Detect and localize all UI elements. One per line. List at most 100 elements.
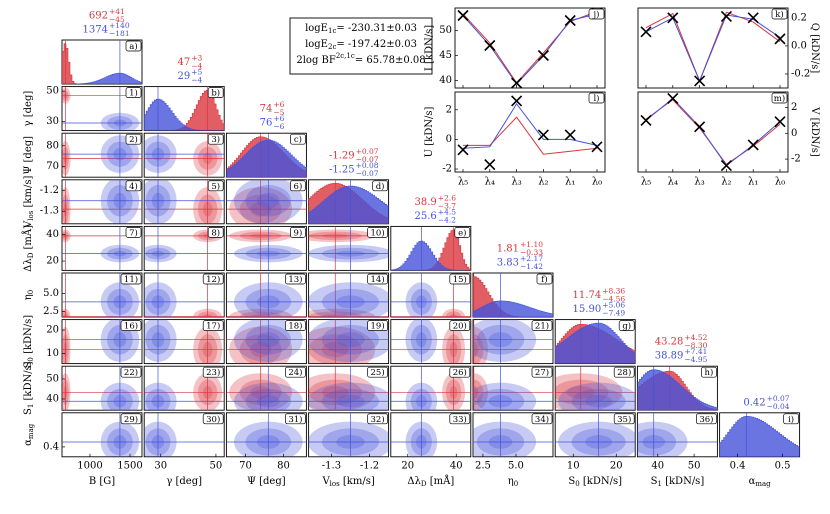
panel-label-box [120, 273, 142, 285]
panel-content [62, 412, 142, 457]
panel-label: b) [211, 88, 220, 99]
y-tick-label: 40 [439, 75, 452, 86]
panel-content [308, 412, 389, 457]
density-contour [62, 308, 71, 317]
panel-label: g) [622, 321, 631, 332]
panel-label-box [367, 366, 388, 378]
x-tick-label: 1000 [77, 460, 102, 471]
y-tick-label: 5.0 [43, 288, 59, 299]
panel-label-box [696, 413, 717, 425]
panel-label-box [125, 133, 142, 145]
panel-label-box [120, 413, 142, 425]
panel-label-box [290, 133, 306, 145]
density-contour [308, 421, 389, 457]
density-contour [62, 187, 71, 224]
density-contour [308, 308, 376, 317]
axis-label-unit: [kDN/s] [662, 475, 704, 486]
panel-label: m) [774, 93, 785, 104]
x-tick-label: λ₂ [721, 177, 731, 188]
stokes-ylabel: V [kDN/s] [810, 106, 821, 157]
density-contour [144, 421, 177, 457]
panel-label-box [202, 320, 224, 331]
evidence-main: logE [305, 23, 328, 34]
axis-label-sub: D [27, 252, 35, 258]
observed-marker [694, 75, 706, 87]
evidence-script: 2c,1c [336, 52, 355, 60]
estimate-upper: +5.06 [602, 301, 625, 310]
y-tick-label: -0.2 [791, 68, 810, 79]
panel-content [473, 319, 553, 364]
estimate-lower: −5 [273, 108, 284, 117]
panel-label: 1) [129, 88, 138, 99]
axis-label-sub: 1 [27, 404, 35, 408]
axis-label: S0 [kDN/s] [568, 475, 622, 488]
estimate-median: -1.25 [329, 164, 355, 175]
estimate-lower: −4 [191, 76, 202, 85]
panel-label: 28) [617, 367, 631, 378]
panel-label: 17) [206, 321, 220, 332]
panel-label-box [449, 413, 471, 425]
panel-label: 33) [453, 414, 467, 425]
histogram [62, 43, 142, 84]
histogram [144, 98, 225, 131]
stokes-ylabel-unit: [kDN/s] [810, 31, 821, 73]
panel-label: 8) [211, 227, 220, 238]
estimate-upper: +2.17 [520, 254, 543, 263]
estimate-lower: −4.2 [438, 215, 456, 224]
evidence-script: 1c [328, 27, 336, 35]
panel-label-box [588, 8, 605, 20]
estimate-lower: −6 [273, 122, 284, 131]
estimate-median: 43.28 [655, 337, 684, 348]
y-tick-label: 50 [46, 86, 59, 97]
estimate-lower: −7.49 [602, 309, 625, 318]
panel-label-box [449, 366, 471, 378]
y-tick-label: 50 [46, 374, 59, 385]
y-tick-label: 30 [46, 116, 59, 127]
panel-frame [472, 412, 554, 458]
panel-label: 18) [288, 321, 302, 332]
x-tick-label: 20 [401, 460, 414, 471]
estimate-upper: +6 [273, 100, 284, 109]
y-tick-label: 80 [46, 140, 59, 151]
panel-label-box [783, 413, 799, 425]
observed-marker [537, 49, 549, 62]
panel-label: 14) [371, 274, 385, 285]
observed-marker [591, 141, 603, 153]
y-tick-label: 2 [791, 102, 797, 113]
observed-marker [484, 39, 496, 52]
evidence-rest: = -230.31±0.03 [336, 23, 417, 34]
y-tick-label: 20 [46, 256, 59, 267]
axis-label-sub: los [27, 210, 35, 220]
panel-label: 24) [288, 367, 302, 378]
x-tick-label: λ₄ [668, 177, 678, 188]
panel-label: 25) [371, 367, 385, 378]
axis-label-main: Ψ [247, 475, 256, 486]
x-tick-label: 0.4 [730, 460, 746, 471]
axis-label-unit: [kDN/s] [580, 475, 622, 486]
axis-label: αmag [23, 423, 36, 446]
panel-label: 11) [124, 274, 138, 285]
panel-label-box [120, 320, 142, 331]
estimate-median: 29 [177, 71, 190, 82]
x-tick-label: 40 [651, 460, 664, 471]
panel-content [555, 412, 636, 457]
axis-label-main: V [321, 475, 330, 486]
axis-label: S1 [kDN/s] [651, 475, 705, 488]
y-tick-label: -1.2 [40, 185, 59, 196]
panel-label-box [125, 87, 142, 98]
x-tick-label: λ₀ [775, 177, 785, 188]
panel-label-box [125, 40, 142, 52]
y-tick-label: 20 [46, 325, 59, 336]
y-tick-label: 0 [791, 128, 797, 139]
panel-content [226, 133, 307, 178]
axis-label-sub: 1 [657, 480, 661, 488]
stokes-ylabel-main: U [424, 149, 435, 157]
panel-label-box [207, 133, 224, 145]
axis-label-main: S [568, 475, 575, 486]
observed-marker [720, 10, 732, 22]
panel-content [226, 273, 307, 317]
y-tick-label: 45 [439, 50, 452, 61]
panel-label: 30) [206, 414, 220, 425]
evidence-line: 2log BF2c,1c= 65.78±0.08 [296, 52, 425, 66]
panel-label-box [531, 320, 553, 331]
